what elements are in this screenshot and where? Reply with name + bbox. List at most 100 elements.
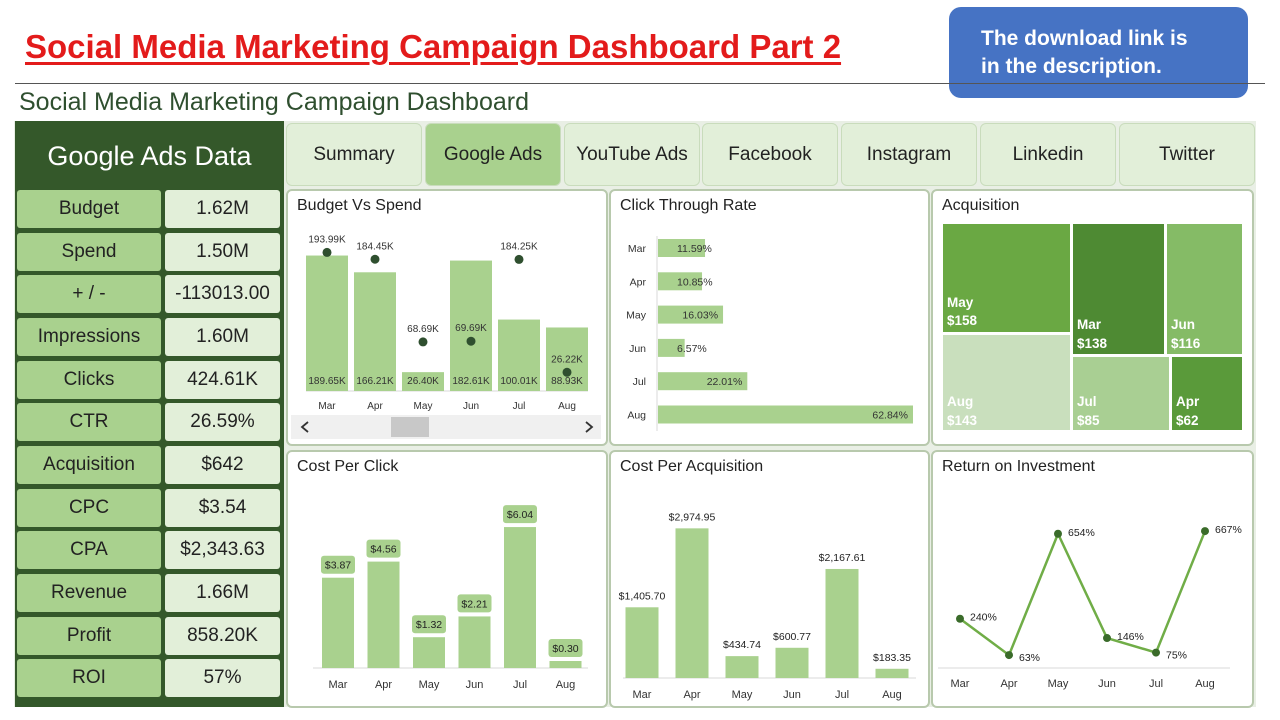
- cpa-chart: $1,405.70 Mar $2,974.95 Apr $434.74 May $600.7…: [619, 511, 916, 701]
- kpi-label-variance: + / -: [17, 275, 161, 313]
- tab-facebook[interactable]: Facebook: [702, 123, 838, 186]
- kpi-label-cpc: CPC: [17, 489, 161, 527]
- bvs-x-tick: Jun: [463, 401, 479, 412]
- kpi-value-revenue: 1.66M: [165, 574, 280, 612]
- ctr-bar: [658, 338, 685, 357]
- kpi-header: Google Ads Data: [47, 140, 252, 171]
- ctr-y-tick: Jul: [633, 376, 646, 388]
- bvs-budget-label: 184.25K: [500, 241, 538, 252]
- cpc-value-label: $4.56: [370, 544, 396, 556]
- bvs-spend-label: 189.65K: [308, 376, 346, 387]
- ctr-bar: [658, 305, 724, 324]
- cpc-bar: [367, 561, 400, 668]
- cpc-bar: [458, 616, 491, 668]
- scroll-right-icon[interactable]: [585, 421, 594, 433]
- kpi-value-cpa: $2,343.63: [165, 531, 280, 569]
- ctr-value-label: 6.57%: [677, 343, 707, 355]
- cpc-bar: [504, 527, 536, 668]
- bvs-budget-label: 184.45K: [356, 241, 394, 252]
- ctr-y-tick: Jun: [629, 343, 646, 355]
- bvs-x-tick: Aug: [558, 401, 576, 412]
- cpc-label-bg: [457, 594, 492, 613]
- acquisition-card: Acquisition May $158 Aug $143 Mar $138 Jun $116…: [931, 189, 1254, 446]
- bvs-budget-point: [370, 254, 380, 264]
- ctr-value-label: 16.03%: [682, 310, 718, 322]
- acquisition-tile-value: $62: [1176, 413, 1199, 428]
- tab-google-ads[interactable]: Google Ads: [425, 123, 561, 186]
- cpc-value-label: $3.87: [325, 560, 351, 572]
- roi-point: [1201, 527, 1209, 536]
- cpc-chart: $3.87 Mar $4.56 Apr $1.32 May $2.21 Jun $6.04 Jul…: [313, 505, 588, 691]
- ctr-bar: [658, 405, 913, 424]
- bvs-x-tick: Jul: [513, 401, 526, 412]
- cpa-x-tick: Jun: [783, 689, 801, 701]
- acquisition-tile-jul: [1071, 355, 1171, 432]
- cpa-value-label: $2,974.95: [669, 511, 716, 523]
- cpc-bar: [549, 661, 582, 668]
- cpa-title: Cost Per Acquisition: [620, 458, 764, 475]
- tab-summary[interactable]: Summary: [286, 123, 422, 186]
- kpi-label-revenue: Revenue: [17, 574, 161, 612]
- cpc-title: Cost Per Click: [297, 458, 399, 475]
- bvs-budget-point: [466, 336, 476, 346]
- acquisition-tile-value: $143: [947, 413, 978, 428]
- acquisition-tile-may: [941, 222, 1072, 334]
- roi-x-tick: Jul: [1149, 678, 1163, 690]
- cpa-value-label: $600.77: [773, 631, 811, 643]
- acquisition-tile-name: Apr: [1176, 394, 1200, 409]
- kpi-label-ctr: CTR: [17, 403, 161, 441]
- budget-vs-spend-card: Budget Vs Spend 189.65K Mar 166.21K Apr 26.4…: [286, 189, 608, 446]
- cpc-value-label: $0.30: [552, 643, 578, 655]
- tab-twitter[interactable]: Twitter: [1119, 123, 1255, 186]
- bvs-spend-bar: [306, 255, 348, 391]
- cpc-label-bg: [548, 639, 583, 657]
- bvs-budget-point: [418, 337, 428, 347]
- tab-linkedin[interactable]: Linkedin: [980, 123, 1116, 186]
- acquisition-tile-value: $158: [947, 313, 978, 328]
- cpa-x-tick: Mar: [633, 689, 652, 701]
- kpi-label-cpa: CPA: [17, 531, 161, 569]
- dashboard-title: Social Media Marketing Campaign Dashboar…: [19, 88, 529, 116]
- bvs-spend-bar: [498, 319, 540, 391]
- callout-line-2: in the description.: [981, 55, 1162, 78]
- roi-card: Return on Investment 240% Mar 63% Apr 654% Ma…: [931, 450, 1254, 708]
- roi-point: [1054, 529, 1062, 538]
- cpa-bar: [875, 668, 909, 678]
- bvs-budget-point: [514, 254, 524, 264]
- tab-instagram[interactable]: Instagram: [841, 123, 977, 186]
- cpc-value-label: $1.32: [416, 619, 442, 631]
- roi-value-label: 667%: [1215, 524, 1242, 536]
- scroll-left-icon[interactable]: [300, 421, 309, 433]
- ctr-value-label: 62.84%: [872, 410, 908, 422]
- ctr-chart: Mar 11.59% Apr 10.85% May 16.03% Jun 6.57% Jul 22…: [626, 236, 913, 431]
- kpi-value-impressions: 1.60M: [165, 318, 280, 356]
- bvs-spend-label: 182.61K: [452, 376, 490, 387]
- tab-youtube-ads[interactable]: YouTube Ads: [564, 123, 700, 186]
- cpc-bar: [322, 577, 354, 668]
- cpc-label-bg: [503, 505, 537, 524]
- budget-vs-spend-title: Budget Vs Spend: [297, 197, 422, 214]
- bvs-budget-label: 68.69K: [407, 324, 439, 335]
- ctr-y-tick: Mar: [628, 243, 647, 255]
- acquisition-tile-name: Mar: [1077, 317, 1102, 332]
- roi-point: [1103, 634, 1111, 643]
- kpi-value-budget: 1.62M: [165, 190, 280, 228]
- cpa-value-label: $434.74: [723, 639, 761, 651]
- ctr-value-label: 22.01%: [707, 376, 743, 388]
- cpa-x-tick: Aug: [882, 689, 902, 701]
- roi-title: Return on Investment: [942, 458, 1095, 475]
- bvs-spend-label: 100.01K: [500, 376, 538, 387]
- bvs-scrollbar-thumb[interactable]: [391, 417, 429, 437]
- roi-x-tick: Aug: [1195, 678, 1215, 690]
- bvs-budget-label: 26.22K: [551, 354, 583, 365]
- roi-line: [959, 530, 1207, 658]
- cpc-value-label: $6.04: [507, 509, 533, 521]
- roi-value-label: 654%: [1068, 527, 1095, 539]
- kpi-label-budget: Budget: [17, 190, 161, 228]
- roi-value-label: 146%: [1117, 631, 1144, 643]
- roi-point: [1152, 648, 1160, 657]
- kpi-label-acquisition: Acquisition: [17, 446, 161, 484]
- kpi-value-ctr: 26.59%: [165, 403, 280, 441]
- roi-point: [956, 614, 964, 623]
- bvs-spend-bar: [402, 372, 444, 391]
